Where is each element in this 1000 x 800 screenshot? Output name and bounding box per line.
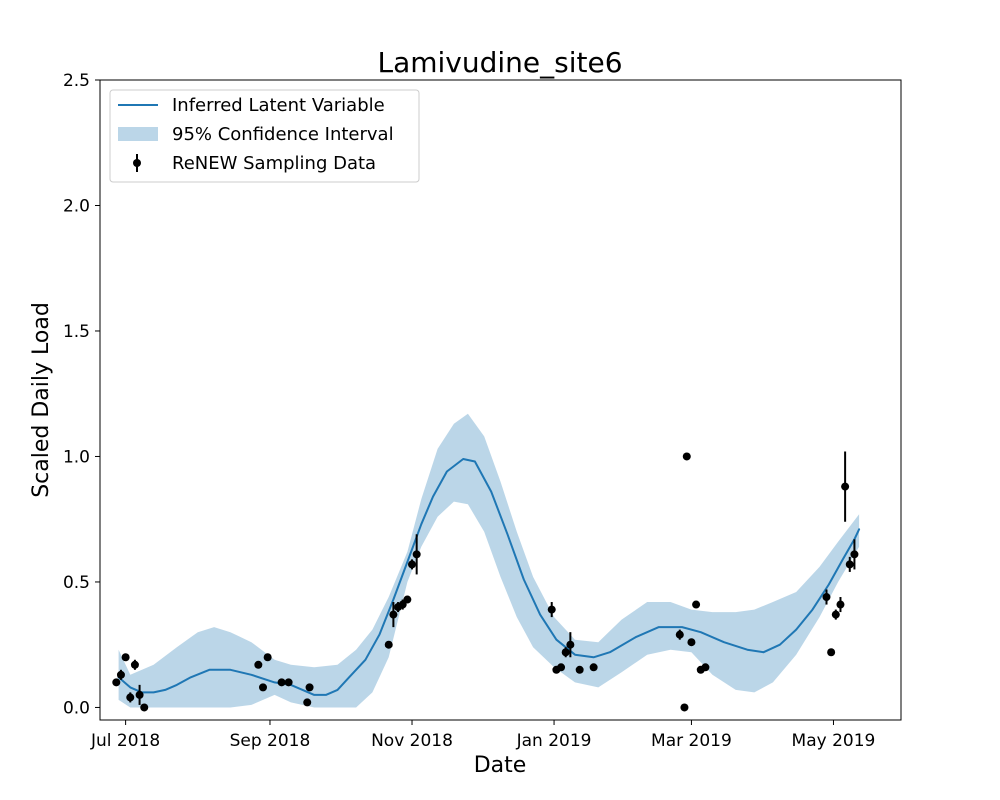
sample-point xyxy=(412,550,421,559)
sample-point xyxy=(140,703,149,712)
sample-point xyxy=(687,638,696,647)
sample-point xyxy=(682,452,691,461)
sample-point xyxy=(305,683,314,692)
sample-point xyxy=(408,560,417,569)
x-tick-label: Jan 2019 xyxy=(516,731,592,751)
sample-point xyxy=(130,660,139,669)
sample-point xyxy=(836,600,845,609)
legend-label-band: 95% Confidence Interval xyxy=(172,124,394,145)
y-tick-label: 2.5 xyxy=(63,71,90,91)
chart-title: Lamivudine_site6 xyxy=(377,46,622,79)
plot-frame xyxy=(99,79,902,721)
sample-point xyxy=(112,678,121,687)
x-axis-label: Date xyxy=(474,753,527,778)
sample-point xyxy=(303,698,312,707)
y-tick-label: 2.0 xyxy=(63,196,90,216)
sample-point xyxy=(566,640,575,649)
sample-point xyxy=(561,648,570,657)
sample-point xyxy=(547,605,556,614)
sample-point xyxy=(850,550,859,559)
x-tick-label: Jul 2018 xyxy=(90,731,160,751)
sample-point xyxy=(680,703,689,712)
y-tick-label: 1.0 xyxy=(63,447,90,467)
sample-point xyxy=(831,610,840,619)
x-tick-label: May 2019 xyxy=(792,731,876,751)
sample-point xyxy=(398,600,407,609)
sample-point xyxy=(403,595,412,604)
sample-point xyxy=(258,683,267,692)
sample-point xyxy=(841,482,850,491)
sample-point xyxy=(692,600,701,609)
y-tick-label: 0.5 xyxy=(63,573,90,593)
x-tick-label: Mar 2019 xyxy=(651,731,732,751)
sample-point xyxy=(822,593,831,602)
legend-label-points: ReNEW Sampling Data xyxy=(172,153,376,174)
sample-point xyxy=(121,653,130,662)
sample-point xyxy=(126,693,135,702)
legend: Inferred Latent Variable 95% Confidence … xyxy=(109,89,420,183)
legend-frame xyxy=(109,89,420,183)
sample-point xyxy=(263,653,272,662)
latent-variable-line xyxy=(117,458,861,696)
x-axis: Jul 2018 Sep 2018 Nov 2018 Jan 2019 Mar 2019… xyxy=(90,720,875,751)
sample-point xyxy=(277,678,286,687)
legend-label-line: Inferred Latent Variable xyxy=(172,95,385,116)
sample-point xyxy=(575,665,584,674)
sample-point xyxy=(701,663,710,672)
sample-point xyxy=(389,610,398,619)
sample-point xyxy=(675,630,684,639)
x-tick-label: Nov 2018 xyxy=(371,731,453,751)
confidence-band xyxy=(118,413,860,708)
sample-point xyxy=(135,690,144,699)
plot-area xyxy=(112,413,861,712)
sample-point xyxy=(284,678,293,687)
y-axis: 0.0 0.5 1.0 1.5 2.0 2.5 xyxy=(63,71,100,718)
sample-point xyxy=(384,640,393,649)
x-tick-label: Sep 2018 xyxy=(230,731,311,751)
sample-point xyxy=(254,660,263,669)
y-tick-label: 1.5 xyxy=(63,322,90,342)
sample-point xyxy=(827,648,836,657)
y-axis-label: Scaled Daily Load xyxy=(29,302,54,498)
sample-point xyxy=(589,663,598,672)
sample-point xyxy=(845,560,854,569)
legend-point-swatch xyxy=(133,159,141,167)
sample-point xyxy=(557,663,566,672)
legend-band-swatch xyxy=(118,127,158,141)
y-tick-label: 0.0 xyxy=(63,698,90,718)
sample-point xyxy=(116,670,125,679)
